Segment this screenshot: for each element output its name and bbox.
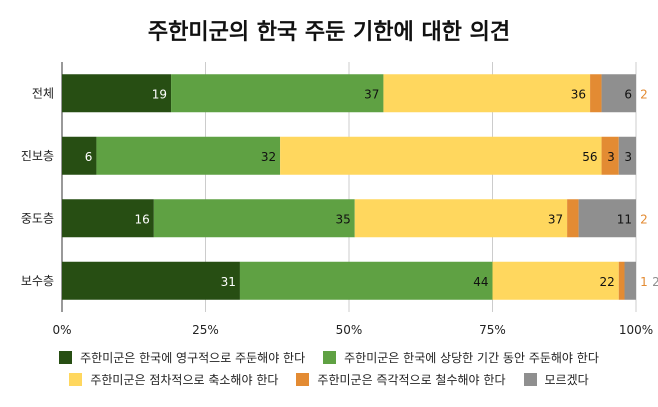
legend-item: 주한미군은 한국에 영구적으로 주둔해야 한다: [59, 349, 305, 366]
legend-row-2: 주한미군은 점차적으로 축소해야 한다 주한미군은 즉각적으로 철수해야 한다 …: [0, 371, 658, 388]
x-tick-label: 50%: [336, 323, 363, 337]
data-label: 22: [599, 275, 614, 289]
legend-swatch: [523, 373, 537, 386]
data-label: 3: [607, 150, 615, 164]
data-label: 32: [261, 150, 276, 164]
bar-segment: [601, 136, 619, 175]
bar-segment: [383, 74, 591, 113]
bar-segment: [578, 199, 636, 238]
legend-label: 주한미군은 한국에 영구적으로 주둔해야 한다: [80, 351, 306, 365]
legend-label: 주한미군은 한국에 상당한 기간 동안 주둔해야 한다: [344, 351, 599, 365]
legend-row-1: 주한미군은 한국에 영구적으로 주둔해야 한다 주한미군은 한국에 상당한 기간…: [0, 349, 658, 366]
legend-item: 주한미군은 한국에 상당한 기간 동안 주둔해야 한다: [323, 349, 599, 366]
x-tick-label: 0%: [52, 323, 71, 337]
legend-swatch: [59, 351, 73, 364]
data-label: 31: [221, 275, 236, 289]
legend-item: 주한미군은 점차적으로 축소해야 한다: [69, 371, 278, 388]
bar-segment: [567, 199, 579, 238]
data-label: 37: [548, 212, 563, 226]
data-label: 2: [652, 275, 658, 289]
chart-title: 주한미군의 한국 주둔 기한에 대한 의견: [147, 20, 511, 45]
data-label: 6: [85, 150, 93, 164]
y-tick-label: 진보층: [21, 149, 54, 163]
legend-swatch: [69, 373, 83, 386]
bar-segment: [96, 136, 281, 175]
bar-segment: [590, 74, 602, 113]
legend-label: 주한미군은 점차적으로 축소해야 한다: [90, 373, 279, 387]
bar-segment: [239, 261, 493, 300]
bar-segment: [618, 136, 636, 175]
data-label: 35: [335, 212, 350, 226]
bar-segment: [62, 136, 97, 175]
x-tick-label: 75%: [479, 323, 506, 337]
bar-segment: [62, 74, 172, 113]
x-tick-label: 25%: [192, 323, 219, 337]
data-label: 2: [640, 212, 648, 226]
legend-label: 모르겠다: [544, 373, 589, 387]
data-label: 2: [640, 87, 648, 101]
data-label: 1: [640, 275, 648, 289]
legend-label: 주한미군은 즉각적으로 철수해야 한다: [317, 373, 506, 387]
data-label: 3: [624, 150, 632, 164]
data-label: 37: [364, 87, 379, 101]
data-label: 19: [152, 87, 167, 101]
legend-item: 주한미군은 즉각적으로 철수해야 한다: [296, 371, 506, 388]
bar-segment: [171, 74, 384, 113]
x-tick-label: 100%: [619, 323, 653, 337]
data-label: 44: [473, 275, 488, 289]
bar-segment: [601, 74, 636, 113]
data-label: 56: [582, 150, 597, 164]
bar-segment: [153, 199, 355, 238]
bar-segment: [618, 261, 625, 300]
y-tick-label: 전체: [32, 86, 54, 100]
y-tick-label: 중도층: [21, 211, 54, 225]
legend-swatch: [296, 373, 310, 386]
bar-segment: [354, 199, 568, 238]
legend-item: 모르겠다: [523, 371, 589, 388]
data-label: 11: [617, 212, 632, 226]
data-label: 16: [135, 212, 150, 226]
legend-swatch: [323, 351, 337, 364]
bar-segment: [62, 199, 154, 238]
data-label: 6: [624, 87, 632, 101]
bar-segment: [280, 136, 602, 175]
y-tick-label: 보수층: [21, 274, 54, 288]
bar-segment: [624, 261, 636, 300]
bar-segment: [492, 261, 619, 300]
data-label: 36: [571, 87, 586, 101]
bar-segment: [62, 261, 240, 300]
